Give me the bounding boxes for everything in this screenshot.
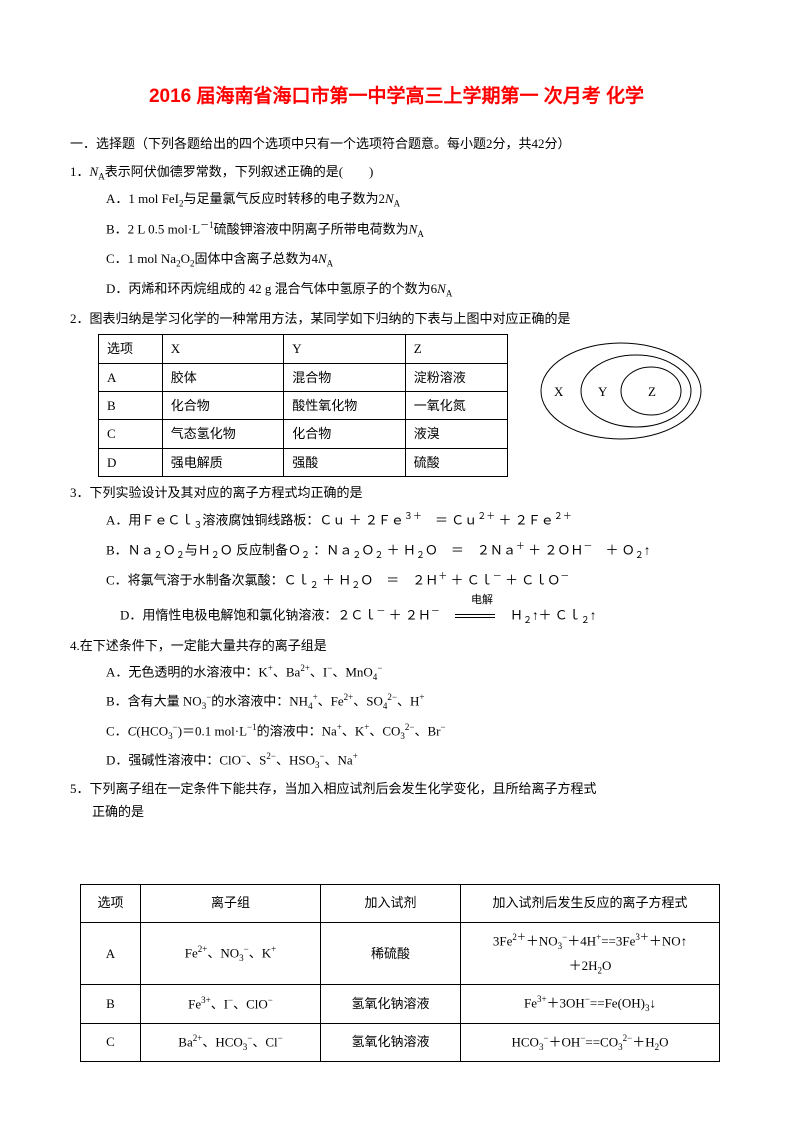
q2-r2c1: 气态氢化物 (162, 420, 284, 448)
q2-r3c0: D (99, 448, 163, 476)
q5-a-ions: Fe2+、NO3−、K+ (141, 922, 321, 985)
q5-b-ions: Fe3+、I−、ClO− (141, 985, 321, 1023)
q3-option-c: C．将氯气溶于水制备次氯酸：Ｃｌ２ ＋ Ｈ２Ｏ ＝ ２Ｈ＋ ＋ Ｃｌ－ ＋ Ｃｌ… (70, 568, 723, 593)
venn-diagram: X Y Z (526, 336, 716, 446)
q5-th-2: 加入试剂 (321, 884, 461, 922)
q3-option-d: D．用惰性电极电解饱和氯化钠溶液：２Ｃｌ－ ＋ ２Ｈ－ 电解 Ｈ２↑＋ Ｃｌ２↑ (70, 603, 723, 628)
q1-option-a: A．1 mol FeI2与足量氯气反应时转移的电子数为2NA (70, 187, 723, 212)
q5-th-1: 离子组 (141, 884, 321, 922)
section-1-heading: 一．选择题（下列各题给出的四个选项中只有一个选项符合题意。每小题2分，共42分） (70, 132, 723, 155)
q5-stem: 5．下列离子组在一定条件下能共存，当加入相应试剂后会发生化学变化，且所给离子方程… (70, 777, 723, 824)
q2-r3c2: 强酸 (284, 448, 406, 476)
q1-option-d: D．丙烯和环丙烷组成的 42 g 混合气体中氢原子的个数为6NA (70, 277, 723, 302)
page-title: 2016 届海南省海口市第一中学高三上学期第一 次月考 化学 (70, 80, 723, 114)
q2-r2c2: 化合物 (284, 420, 406, 448)
venn-y: Y (598, 384, 608, 399)
q4-option-a: A．无色透明的水溶液中：K+、Ba2+、I−、MnO4− (70, 660, 723, 685)
q3-option-a: A．用ＦｅＣｌ３溶液腐蚀铜线路板：Ｃｕ ＋ ２Ｆｅ３＋ ＝ Ｃｕ２＋ ＋ ２Ｆｅ… (70, 508, 723, 533)
q5-c-opt: C (81, 1023, 141, 1061)
q2-th-2: Y (284, 335, 406, 363)
q2-r2c3: 液溴 (405, 420, 507, 448)
q2-r3c3: 硫酸 (405, 448, 507, 476)
q5-b-opt: B (81, 985, 141, 1023)
q5-th-0: 选项 (81, 884, 141, 922)
q2-r1c1: 化合物 (162, 391, 284, 419)
q5-a-eq: 3Fe2＋＋NO3−＋4H+==3Fe3＋＋NO↑＋2H2O (461, 922, 720, 985)
q1-stem: 1．NA表示阿伏伽德罗常数，下列叙述正确的是( ) (70, 160, 723, 185)
q2-th-3: Z (405, 335, 507, 363)
q2-r1c2: 酸性氧化物 (284, 391, 406, 419)
q5-c-ions: Ba2+、HCO3−、Cl− (141, 1023, 321, 1061)
venn-z: Z (648, 384, 656, 399)
q5-b-eq: Fe3+＋3OH−==Fe(OH)3↓ (461, 985, 720, 1023)
q3-option-b: B．Ｎａ２Ｏ２与Ｈ２Ｏ 反应制备Ｏ２ ：Ｎａ２Ｏ２ ＋ Ｈ２Ｏ ＝ ２Ｎａ＋ ＋… (70, 538, 723, 563)
q2-th-1: X (162, 335, 284, 363)
q2-table: 选项 X Y Z A 胶体 混合物 淀粉溶液 B 化合物 酸性氧化物 一氧化氮 … (98, 334, 508, 477)
q5-b-reagent: 氢氧化钠溶液 (321, 985, 461, 1023)
q2-r0c3: 淀粉溶液 (405, 363, 507, 391)
q5-table: 选项 离子组 加入试剂 加入试剂后发生反应的离子方程式 A Fe2+、NO3−、… (80, 884, 720, 1062)
q5-a-reagent: 稀硫酸 (321, 922, 461, 985)
q2-r2c0: C (99, 420, 163, 448)
q2-r0c0: A (99, 363, 163, 391)
q5-a-opt: A (81, 922, 141, 985)
q4-stem: 4.在下述条件下，一定能大量共存的离子组是 (70, 634, 723, 657)
q2-r0c2: 混合物 (284, 363, 406, 391)
q4-option-b: B．含有大量 NO3−的水溶液中：NH4+、Fe2+、SO42−、H+ (70, 689, 723, 714)
venn-x: X (554, 384, 564, 399)
q2-r3c1: 强电解质 (162, 448, 284, 476)
q2-r1c3: 一氧化氮 (405, 391, 507, 419)
q1-option-b: B．2 L 0.5 mol·L－1硫酸钾溶液中阴离子所带电荷数为NA (70, 217, 723, 242)
q3-stem: 3．下列实验设计及其对应的离子方程式均正确的是 (70, 481, 723, 504)
q2-th-0: 选项 (99, 335, 163, 363)
q5-th-3: 加入试剂后发生反应的离子方程式 (461, 884, 720, 922)
q2-r1c0: B (99, 391, 163, 419)
q5-c-reagent: 氢氧化钠溶液 (321, 1023, 461, 1061)
q1-option-c: C．1 mol Na2O2固体中含离子总数为4NA (70, 247, 723, 272)
q5-c-eq: HCO3−＋OH−==CO32−＋H2O (461, 1023, 720, 1061)
q2-stem: 2．图表归纳是学习化学的一种常用方法，某同学如下归纳的下表与上图中对应正确的是 (70, 307, 723, 330)
electrolysis-label: 电解 (471, 591, 493, 611)
q4-option-d: D．强碱性溶液中：ClO−、S2−、HSO3−、Na+ (70, 748, 723, 773)
q4-option-c: C．C(HCO3−)＝0.1 mol·L−1的溶液中：Na+、K+、CO32−、… (70, 719, 723, 744)
q2-r0c1: 胶体 (162, 363, 284, 391)
